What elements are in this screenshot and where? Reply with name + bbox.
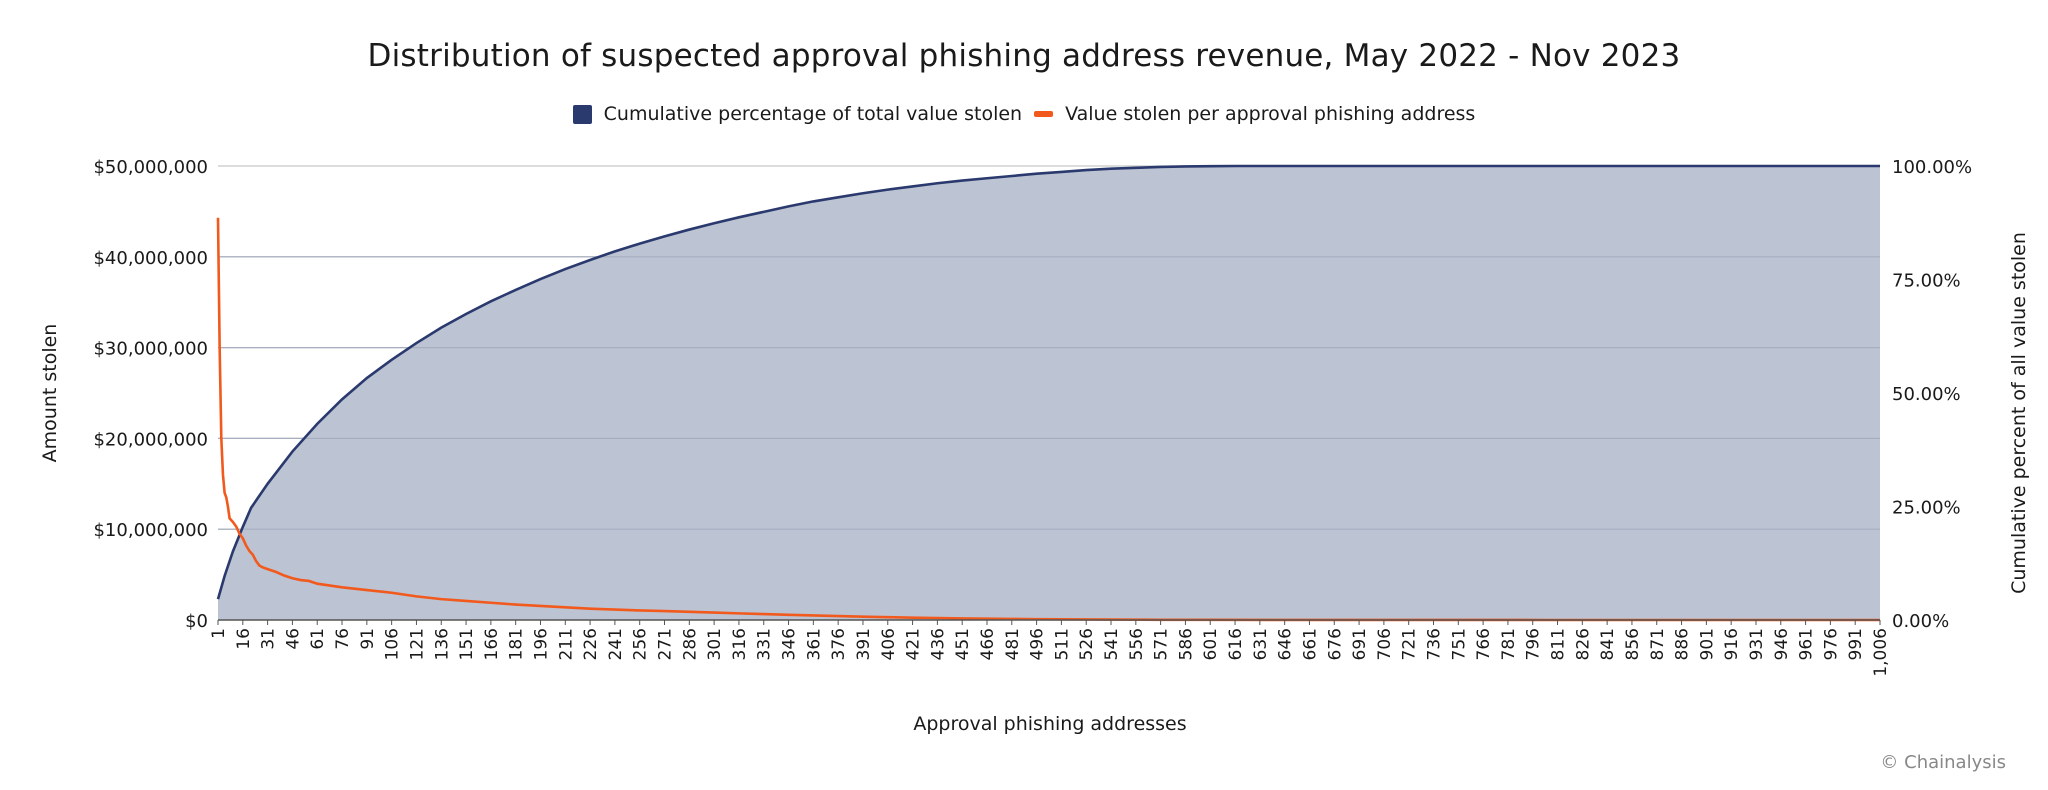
x-tick-label: 316 <box>730 628 750 660</box>
legend-item-value-stolen[interactable]: Value stolen per approval phishing addre… <box>1034 103 1475 125</box>
y-axis-title: Amount stolen <box>39 324 61 463</box>
y-tick-label: $10,000,000 <box>93 520 208 541</box>
legend-label-cumulative: Cumulative percentage of total value sto… <box>603 103 1023 125</box>
x-tick-label: 886 <box>1673 628 1693 660</box>
x-tick-label: 46 <box>283 628 303 650</box>
x-tick-label: 721 <box>1400 628 1420 660</box>
y2-tick-label: 100.00% <box>1892 157 1972 178</box>
x-tick-label: 451 <box>953 628 973 660</box>
x-tick-label: 271 <box>656 628 676 660</box>
x-tick-label: 586 <box>1176 628 1196 660</box>
x-tick-label: 661 <box>1300 628 1320 660</box>
x-tick-label: 301 <box>705 628 725 660</box>
x-tick-label: 1 <box>209 628 229 639</box>
x-axis-title: Approval phishing addresses <box>913 713 1186 735</box>
x-tick-label: 526 <box>1077 628 1097 660</box>
y-tick-label: $40,000,000 <box>93 248 208 269</box>
x-tick-label: 916 <box>1722 628 1742 660</box>
y-tick-label: $30,000,000 <box>93 339 208 360</box>
x-tick-label: 511 <box>1052 628 1072 660</box>
x-tick-label: 436 <box>928 628 948 660</box>
x-tick-label: 631 <box>1251 628 1271 660</box>
x-tick-label: 991 <box>1846 628 1866 660</box>
y-tick-label: $20,000,000 <box>93 429 208 450</box>
x-tick-label: 286 <box>680 628 700 660</box>
y2-tick-label: 25.00% <box>1892 498 1961 519</box>
x-tick-label: 61 <box>308 628 328 650</box>
x-tick-label: 166 <box>482 628 502 660</box>
legend-swatch-line <box>1034 111 1054 117</box>
x-tick-label: 421 <box>904 628 924 660</box>
x-tick-label: 646 <box>1276 628 1296 660</box>
x-tick-label: 826 <box>1573 628 1593 660</box>
copyright-text: © Chainalysis <box>1880 752 2006 773</box>
x-tick-label: 781 <box>1499 628 1519 660</box>
x-tick-label: 766 <box>1474 628 1494 660</box>
legend-label-value-stolen: Value stolen per approval phishing addre… <box>1065 103 1476 125</box>
x-tick-label: 361 <box>804 628 824 660</box>
x-tick-label: 961 <box>1797 628 1817 660</box>
x-tick-label: 256 <box>631 628 651 660</box>
x-tick-label: 346 <box>780 628 800 660</box>
x-tick-label: 91 <box>358 628 378 650</box>
legend-item-cumulative[interactable]: Cumulative percentage of total value sto… <box>572 103 1023 125</box>
x-tick-label: 466 <box>978 628 998 660</box>
x-tick-label: 841 <box>1598 628 1618 660</box>
x-tick-label: 736 <box>1424 628 1444 660</box>
x-tick-label: 16 <box>234 628 254 650</box>
legend-swatch-area <box>572 104 592 124</box>
x-tick-label: 1,006 <box>1871 628 1891 677</box>
y2-tick-label: 50.00% <box>1892 384 1961 405</box>
x-tick-label: 811 <box>1549 628 1569 660</box>
y2-tick-label: 0.00% <box>1892 611 1949 632</box>
cumulative-line <box>216 164 1880 600</box>
x-tick-label: 226 <box>581 628 601 660</box>
x-tick-label: 706 <box>1375 628 1395 660</box>
x-tick-label: 946 <box>1772 628 1792 660</box>
x-tick-label: 691 <box>1350 628 1370 660</box>
x-tick-label: 751 <box>1449 628 1469 660</box>
x-tick-label: 76 <box>333 628 353 650</box>
x-tick-label: 616 <box>1226 628 1246 660</box>
x-tick-label: 31 <box>259 628 279 650</box>
x-tick-label: 796 <box>1524 628 1544 660</box>
x-tick-label: 106 <box>383 628 403 660</box>
x-tick-label: 151 <box>457 628 477 660</box>
cumulative-area <box>218 166 1880 620</box>
y2-tick-label: 75.00% <box>1892 271 1961 292</box>
x-tick-label: 856 <box>1623 628 1643 660</box>
x-tick-label: 871 <box>1648 628 1668 660</box>
legend: Cumulative percentage of total value sto… <box>0 103 2048 125</box>
x-tick-label: 406 <box>879 628 899 660</box>
x-tick-label: 541 <box>1102 628 1122 660</box>
x-tick-label: 901 <box>1697 628 1717 660</box>
x-tick-label: 241 <box>606 628 626 660</box>
x-tick-label: 181 <box>507 628 527 660</box>
x-tick-label: 331 <box>755 628 775 660</box>
chart-title: Distribution of suspected approval phish… <box>367 38 1681 74</box>
x-tick-label: 136 <box>432 628 452 660</box>
x-tick-label: 496 <box>1028 628 1048 660</box>
x-tick-label: 121 <box>407 628 427 660</box>
x-tick-label: 976 <box>1821 628 1841 660</box>
x-tick-label: 556 <box>1127 628 1147 660</box>
x-tick-label: 571 <box>1152 628 1172 660</box>
x-tick-label: 481 <box>1003 628 1023 660</box>
x-tick-label: 601 <box>1201 628 1221 660</box>
x-tick-label: 391 <box>854 628 874 660</box>
y-tick-label: $0 <box>185 611 208 632</box>
x-tick-label: 676 <box>1325 628 1345 660</box>
y2-axis-title: Cumulative percent of all value stolen <box>2008 232 2030 594</box>
x-tick-label: 931 <box>1747 628 1767 660</box>
x-tick-label: 196 <box>531 628 551 660</box>
x-tick-label: 211 <box>556 628 576 660</box>
x-tick-label: 376 <box>829 628 849 660</box>
y-tick-label: $50,000,000 <box>93 157 208 178</box>
value-stolen-line <box>216 217 1881 622</box>
